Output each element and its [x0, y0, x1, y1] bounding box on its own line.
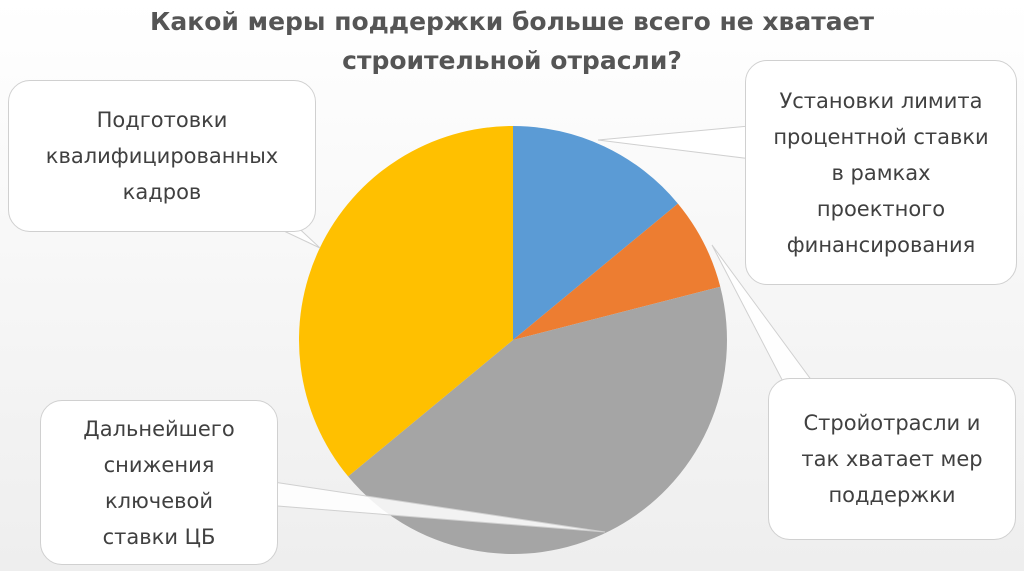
callout-label: Дальнейшего снижения ключевой ставки ЦБ — [40, 400, 278, 565]
pie-slice — [513, 126, 678, 340]
pie-slice — [299, 126, 513, 477]
callout-tail — [597, 124, 761, 161]
callout-label: Стройотрасли и так хватает мер поддержки — [768, 378, 1016, 540]
callout-label: Установки лимита процентной ставки в рам… — [745, 60, 1017, 285]
pie-slice — [348, 286, 727, 554]
callout-label: Подготовки квалифицированных кадров — [8, 80, 316, 232]
chart-title: Какой меры поддержки больше всего не хва… — [149, 7, 875, 75]
pie-slice — [513, 203, 721, 340]
